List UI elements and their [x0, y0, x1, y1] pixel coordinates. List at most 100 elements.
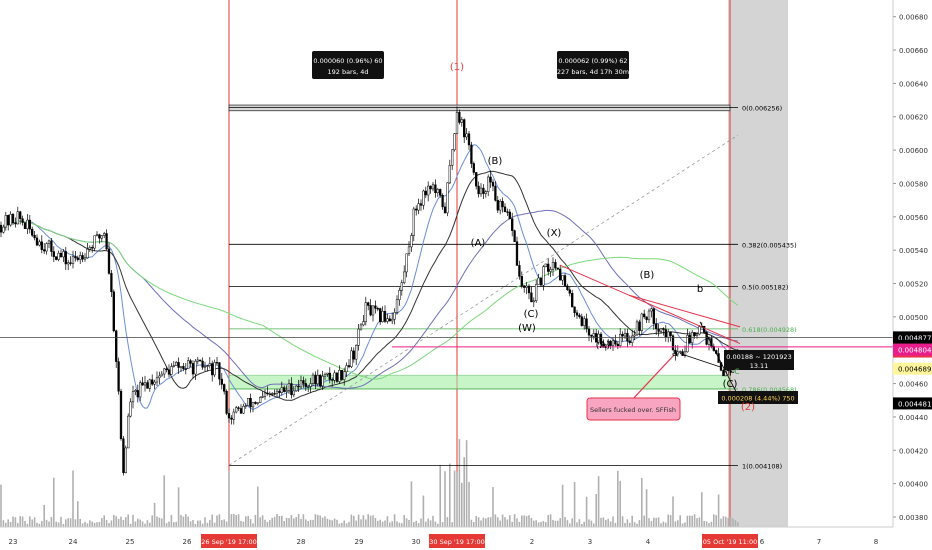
candle-body [482, 187, 485, 194]
candle-body [655, 323, 658, 330]
wave-labels: (1) (B) (A) (C) (X) (W) (B) (A) b a c (C) (2) [450, 62, 755, 413]
volume-bar [276, 514, 278, 527]
volume-bar [329, 519, 331, 527]
candle-body [669, 331, 672, 336]
volume-bar [185, 514, 187, 527]
volume-bar [660, 523, 662, 527]
volume-bar [525, 516, 528, 527]
volume-bar [24, 520, 26, 527]
volume-bar [175, 521, 177, 527]
volume-bar [573, 481, 576, 527]
price-tick-label: 0.00500 [899, 314, 928, 322]
candle-body [323, 374, 327, 377]
wave-label: (A) [471, 238, 486, 249]
time-tick-label: 4 [646, 538, 651, 546]
volume-bar [240, 520, 242, 527]
candle-body [191, 363, 195, 375]
price-tick-label: 0.00640 [899, 80, 928, 88]
volume-bar [295, 517, 297, 527]
candle-body [515, 241, 519, 266]
diagonal-dashed-line [228, 134, 739, 466]
candle-body [583, 318, 586, 326]
volume-bar [590, 520, 593, 527]
volume-bar [458, 439, 461, 527]
candle-body [129, 401, 132, 417]
volume-bar [559, 518, 561, 527]
volume-bar [684, 522, 686, 527]
volume-bar [182, 516, 185, 527]
volume-bar [444, 471, 446, 527]
volume-bar [74, 519, 77, 527]
volume-bar [261, 515, 264, 527]
volume-bar [655, 517, 657, 527]
volume-bar [698, 517, 701, 527]
candle-body [122, 438, 125, 473]
volume-bar [624, 522, 626, 527]
candle-body [549, 269, 552, 272]
candle-body [328, 372, 331, 380]
candle-body [247, 397, 250, 406]
volume-bar [602, 517, 605, 527]
candle-body [364, 302, 367, 322]
wave-label: (B) [640, 270, 655, 281]
volume-bar [465, 440, 468, 527]
candle-body [407, 246, 411, 255]
candle-body [499, 201, 502, 211]
candle-body [686, 335, 689, 353]
candle-body [151, 379, 154, 385]
volume-bar [681, 523, 684, 527]
candle-body [427, 185, 430, 196]
candle-body [179, 366, 183, 368]
volume-bar [283, 521, 285, 527]
volume-bar [715, 515, 717, 527]
candle-body [650, 308, 653, 312]
volume-bar [427, 518, 429, 527]
candle-body [520, 276, 523, 286]
candle-body [206, 365, 209, 367]
candle-body [211, 363, 214, 376]
volume-bar [197, 520, 199, 527]
candle-body [148, 379, 151, 389]
measure-box-line1: 0.000060 (0.96%) 60 [313, 57, 382, 65]
fib-level-label: 0.786(0.004568) [742, 386, 797, 394]
volume-bar [648, 518, 650, 527]
volume-bar [638, 520, 641, 527]
wave-label: a [672, 348, 678, 359]
candle-body [568, 289, 571, 294]
volume-bar [593, 523, 595, 527]
candle-body [232, 411, 235, 420]
volume-bar [108, 523, 110, 527]
price-tick-label: 0.00520 [899, 281, 928, 289]
volume-bar [317, 514, 319, 527]
volume-bar [401, 523, 403, 527]
candle-body [295, 385, 298, 392]
volume-bar [67, 518, 69, 527]
price-tag-label: 0.004877 [898, 334, 931, 342]
volume-bar [600, 517, 602, 527]
candle-body [347, 365, 351, 367]
volume-bar [650, 521, 653, 527]
volume-bar [336, 519, 338, 527]
volume-bar [199, 520, 201, 527]
volume-bar [403, 515, 405, 527]
volume-bar [705, 521, 708, 527]
candle-body [681, 351, 684, 356]
volume-bar [425, 521, 427, 527]
volume-bar [86, 523, 89, 527]
volume-bar [509, 515, 511, 527]
candle-body [297, 385, 300, 388]
candle-body [451, 149, 454, 166]
volume-bar [722, 516, 725, 527]
candle-body [239, 408, 243, 414]
volume-bar [48, 521, 50, 527]
volume-bar [216, 515, 218, 527]
candle-body [4, 215, 7, 228]
volume-bar [201, 523, 204, 527]
candle-body [167, 369, 171, 375]
volume-bar [221, 520, 223, 527]
price-tick-label: 0.00380 [899, 514, 928, 522]
candle-body [535, 284, 538, 302]
candle-body [434, 184, 437, 194]
candle-body [242, 405, 245, 414]
